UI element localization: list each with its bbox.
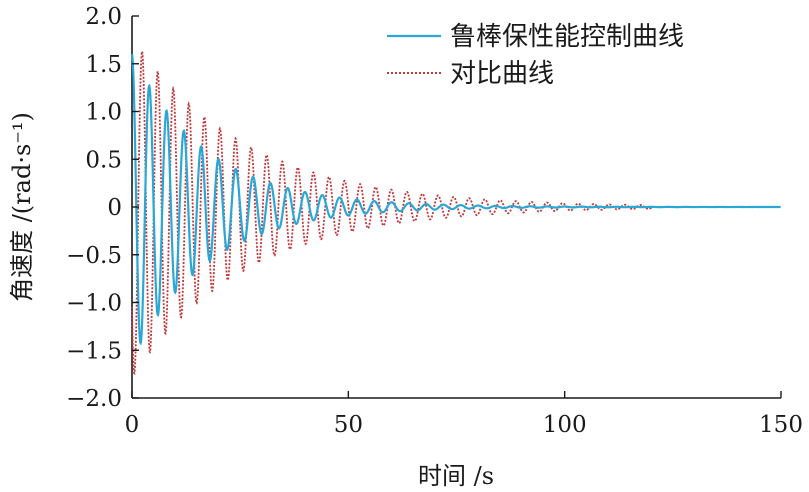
legend-label-robust: 鲁棒保性能控制曲线 xyxy=(450,22,684,52)
y-tick-label: 1.5 xyxy=(85,52,122,78)
y-tick-label: 0 xyxy=(107,195,122,221)
y-tick-label: 2.0 xyxy=(85,4,122,30)
y-tick-label: −2.0 xyxy=(66,386,122,412)
x-tick-label: 0 xyxy=(125,412,140,438)
series-line-robust xyxy=(130,54,781,346)
series-line-comparison xyxy=(131,51,781,376)
x-tick-label: 50 xyxy=(334,412,363,438)
x-axis-title: 时间 /s xyxy=(418,462,494,490)
legend: 鲁棒保性能控制曲线 对比曲线 xyxy=(387,22,684,89)
tick-layer: 2.01.51.00.50−0.5−1.0−1.5−2.00 50 100 150 xyxy=(66,4,803,438)
y-tick-label: −1.5 xyxy=(66,338,122,364)
x-tick-label: 150 xyxy=(759,412,803,438)
y-tick-label: 0.5 xyxy=(85,147,122,173)
y-axis-title: 角速度 /(rad·s⁻¹) xyxy=(8,112,36,302)
legend-label-comparison: 对比曲线 xyxy=(450,59,554,89)
y-tick-label: 1.0 xyxy=(85,100,122,126)
y-tick-label: −1.0 xyxy=(66,291,122,317)
x-tick-label: 100 xyxy=(543,412,587,438)
y-tick-label: −0.5 xyxy=(66,243,122,269)
plot-area: 2.01.51.00.50−0.5−1.0−1.5−2.00 50 100 150 xyxy=(66,4,803,438)
series-layer xyxy=(130,51,781,376)
